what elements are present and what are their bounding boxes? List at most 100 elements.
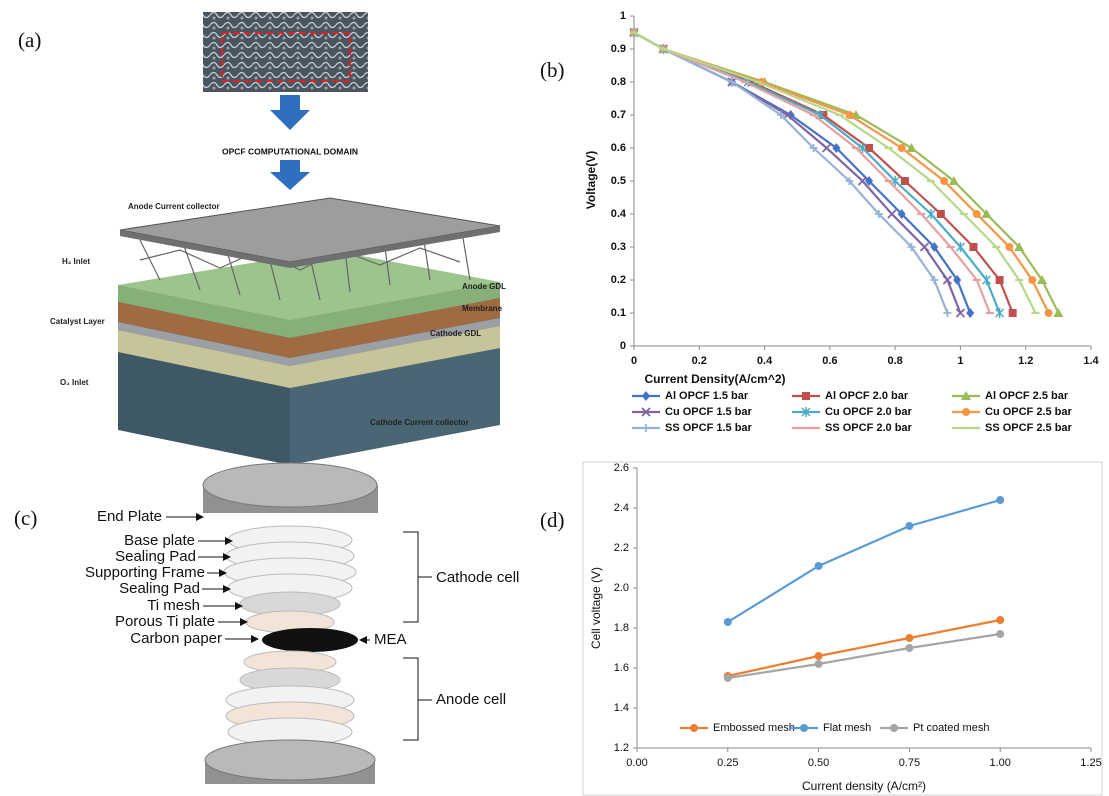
series-line	[634, 33, 1058, 314]
marker	[956, 242, 964, 252]
series-line	[728, 620, 1000, 676]
marker	[888, 210, 896, 218]
marker	[983, 275, 991, 285]
x-axis-label: Current Density(A/cm^2)	[644, 372, 785, 386]
series-line	[634, 33, 990, 314]
part-label: Catalyst Layer	[50, 317, 105, 326]
marker	[724, 674, 732, 682]
marker	[906, 143, 916, 152]
marker	[969, 243, 977, 251]
part-label: Ti mesh	[147, 597, 200, 614]
y-tick-label: 1.6	[614, 662, 629, 674]
legend-label: Cu OPCF 2.5 bar	[985, 406, 1073, 418]
x-tick-label: 0.50	[808, 757, 829, 769]
marker	[966, 308, 974, 318]
part-label: Carbon paper	[130, 630, 222, 647]
x-axis-label: Current density (A/cm²)	[802, 779, 926, 793]
y-axis-label: Cell voltage (V)	[589, 567, 603, 649]
x-tick-label: 0.75	[899, 757, 920, 769]
marker	[642, 391, 650, 401]
marker	[901, 177, 909, 185]
part-label: MEA	[374, 631, 407, 648]
y-tick-label: 0.3	[611, 241, 626, 253]
part-label: Anode GDL	[462, 282, 506, 291]
marker	[973, 210, 981, 218]
marker	[1028, 276, 1036, 284]
marker	[996, 496, 1004, 504]
legend-label: Embossed mesh	[713, 722, 795, 734]
y-tick-label: 1.4	[614, 702, 629, 714]
part-label: Anode Current collector	[128, 202, 220, 211]
marker	[1045, 309, 1053, 317]
y-tick-label: 0.8	[611, 76, 626, 88]
panel-a: (a) OPCF COMPUTATIONAL DOMAIN Anode Curr…	[18, 12, 506, 465]
series-line	[634, 33, 960, 314]
y-tick-label: 0.4	[611, 208, 627, 220]
x-tick-label: 0.25	[717, 757, 738, 769]
part-label: Sealing Pad	[119, 580, 200, 597]
legend-label: SS OPCF 1.5 bar	[665, 422, 753, 434]
y-tick-label: 2.0	[614, 582, 629, 594]
marker	[898, 144, 906, 152]
marker	[815, 562, 823, 570]
y-tick-label: 2.2	[614, 542, 629, 554]
marker	[996, 308, 1004, 318]
part-label: Base plate	[124, 532, 195, 549]
x-tick-label: 0.2	[692, 355, 707, 367]
marker	[815, 652, 823, 660]
legend-label: Flat mesh	[823, 722, 871, 734]
y-tick-label: 0.1	[611, 307, 626, 319]
y-tick-label: 0	[620, 340, 626, 352]
legend-label: SS OPCF 2.5 bar	[985, 422, 1073, 434]
y-tick-label: 0.7	[611, 109, 626, 121]
marker	[890, 724, 898, 732]
x-tick-label: 0.4	[757, 355, 773, 367]
arrow	[270, 95, 310, 130]
part-label: Cathode cell	[436, 569, 519, 586]
y-tick-label: 1.2	[614, 742, 629, 754]
marker	[905, 644, 913, 652]
marker	[815, 660, 823, 668]
y-tick-label: 1	[620, 10, 626, 22]
legend-label: Cu OPCF 1.5 bar	[665, 406, 753, 418]
panel-c: (c) End Plate Base	[14, 463, 519, 784]
series-line	[634, 33, 1013, 314]
part-label: H₂ Inlet	[62, 257, 90, 266]
y-tick-label: 0.5	[611, 175, 626, 187]
legend-label: Pt coated mesh	[913, 722, 989, 734]
x-tick-label: 0.00	[626, 757, 647, 769]
part-label: Membrane	[462, 304, 503, 313]
end-plate	[203, 463, 377, 507]
legend-label: SS OPCF 2.0 bar	[825, 422, 913, 434]
panel-label: (c)	[14, 506, 37, 530]
legend-label: Al OPCF 2.0 bar	[825, 390, 909, 402]
x-tick-label: 0	[631, 355, 637, 367]
marker	[823, 144, 831, 152]
marker	[996, 630, 1004, 638]
chart-frame	[583, 462, 1102, 795]
marker	[800, 724, 808, 732]
marker	[845, 111, 853, 119]
panel-label: (d)	[540, 508, 565, 532]
x-tick-label: 1	[957, 355, 963, 367]
part-label: Anode cell	[436, 691, 506, 708]
marker	[962, 408, 970, 416]
mea	[262, 628, 358, 652]
y-tick-label: 2.4	[614, 502, 629, 514]
y-tick-label: 0.2	[611, 274, 626, 286]
part-label: Supporting Frame	[85, 564, 205, 581]
figure: (a) OPCF COMPUTATIONAL DOMAIN Anode Curr…	[0, 0, 1109, 796]
series-line	[728, 500, 1000, 622]
x-tick-label: 1.4	[1083, 355, 1099, 367]
part-label: Sealing Pad	[115, 548, 196, 565]
disc-stack	[226, 651, 354, 746]
disc-stack	[224, 526, 356, 633]
marker	[802, 392, 810, 400]
part-label: End Plate	[97, 508, 162, 525]
part-label: Cathode Current collector	[370, 418, 469, 427]
marker	[943, 309, 951, 317]
panel-label: (b)	[540, 58, 565, 82]
y-tick-label: 0.9	[611, 43, 626, 55]
